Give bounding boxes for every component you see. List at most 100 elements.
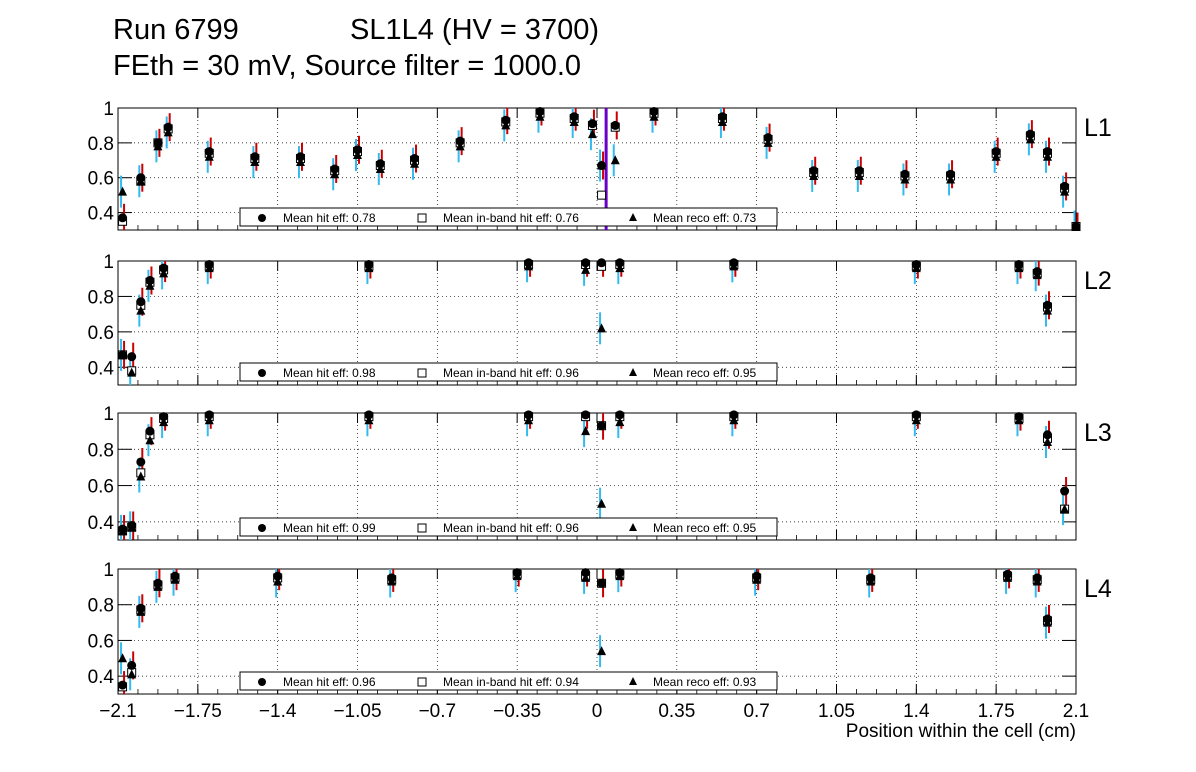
reco-marker <box>763 137 773 147</box>
hit-marker <box>900 169 910 179</box>
hit-marker <box>1042 430 1052 440</box>
legend-box <box>239 671 778 691</box>
hit-marker <box>729 410 739 420</box>
reco-marker <box>615 263 625 273</box>
y-tick-label: 0.4 <box>88 513 115 534</box>
legend-hit-marker <box>258 524 266 532</box>
panel-label: L4 <box>1084 575 1112 603</box>
reco-marker <box>387 576 397 586</box>
hit-marker <box>991 147 1001 157</box>
reco-marker <box>854 170 864 180</box>
reco-marker <box>946 174 956 184</box>
reco-marker <box>1014 263 1024 273</box>
reco-marker <box>597 646 607 656</box>
hit-marker <box>204 410 214 420</box>
hit-marker <box>615 410 625 420</box>
hit-marker <box>1060 181 1070 191</box>
x-tick-label: −1.75 <box>174 701 222 722</box>
hit-marker <box>295 152 305 162</box>
reco-marker <box>866 576 876 586</box>
hit-marker <box>597 258 607 268</box>
legend-box <box>239 207 778 227</box>
hit-marker <box>127 352 137 362</box>
reco-marker <box>153 141 163 151</box>
x-tick-label: 1.4 <box>903 701 930 722</box>
y-tick-label: 0.6 <box>88 631 114 652</box>
reco-marker <box>353 150 362 160</box>
hit-marker <box>763 133 773 143</box>
reco-marker <box>581 572 591 582</box>
x-tick-label: −1.4 <box>259 701 297 722</box>
reco-marker <box>127 522 137 532</box>
hit-marker <box>581 410 591 420</box>
legend: Mean hit eff: 0.98 Mean in-band hit eff: … <box>239 362 778 382</box>
reco-marker <box>991 151 1001 161</box>
hit-marker <box>1042 147 1052 157</box>
reco-marker <box>136 606 146 616</box>
y-tick-label: 1 <box>103 560 114 581</box>
y-tick-label: 0.4 <box>88 204 115 225</box>
reco-marker <box>1014 415 1024 425</box>
legend-inband-label: Mean in-band hit eff: 0.96 <box>443 366 579 380</box>
hit-marker <box>364 410 374 420</box>
hit-marker <box>145 426 155 436</box>
hit-marker <box>136 297 146 307</box>
hit-marker <box>597 421 607 431</box>
reco-marker <box>330 169 340 179</box>
reco-marker <box>911 263 921 273</box>
reco-marker <box>512 571 522 581</box>
hit-marker <box>597 578 607 588</box>
hit-marker <box>649 106 659 116</box>
legend-hit-marker <box>258 369 266 377</box>
hit-marker <box>717 112 727 122</box>
y-tick-label: 0.4 <box>88 358 115 379</box>
legend-inband-label: Mean in-band hit eff: 0.76 <box>443 211 579 225</box>
reco-marker <box>295 157 305 167</box>
hit-marker <box>615 258 625 268</box>
y-tick-label: 0.8 <box>88 134 114 155</box>
hit-marker <box>854 166 864 176</box>
panel-l3: 0.4 0.6 0.8 1 L3 Mean hit eff: 0.99 Mean in-ba… <box>88 404 1112 541</box>
reco-marker <box>1032 270 1042 280</box>
reco-marker <box>127 367 137 377</box>
reco-marker <box>364 415 374 425</box>
reco-marker <box>364 263 374 273</box>
legend-reco-marker <box>629 368 637 376</box>
reco-marker <box>1025 134 1035 144</box>
hit-marker <box>1042 300 1052 310</box>
hit-marker <box>535 106 545 116</box>
reco-marker <box>136 176 146 186</box>
hit-marker <box>911 410 921 420</box>
hit-marker <box>569 112 579 122</box>
y-tick-label: 1 <box>103 99 114 120</box>
panel-label: L2 <box>1084 267 1112 295</box>
reco-marker <box>1042 437 1052 447</box>
hit-marker <box>163 122 173 132</box>
hit-marker <box>410 154 420 164</box>
legend-box <box>239 362 778 382</box>
reco-marker <box>273 576 283 586</box>
legend: Mean hit eff: 0.96 Mean in-band hit eff: … <box>239 671 778 691</box>
hit-marker <box>610 120 620 130</box>
hit-marker <box>159 263 169 273</box>
hit-marker <box>581 258 591 268</box>
legend-reco-label: Mean reco eff: 0.95 <box>653 366 757 380</box>
legend-hit-marker <box>258 678 266 686</box>
hit-marker <box>145 275 155 285</box>
x-tick-label: 0.7 <box>743 701 769 722</box>
reco-marker <box>375 164 385 173</box>
y-tick-label: 0.8 <box>88 287 114 308</box>
legend-hit-label: Mean hit eff: 0.99 <box>283 521 376 535</box>
y-tick-label: 0.6 <box>88 323 114 344</box>
run-label: Run 6799 <box>113 14 239 46</box>
hit-marker <box>330 164 340 174</box>
reco-marker <box>597 323 607 333</box>
y-tick-label: 0.4 <box>88 667 115 688</box>
reco-marker <box>581 426 591 436</box>
reco-marker <box>455 141 465 151</box>
reco-marker <box>587 129 597 139</box>
panel-l1: 0.4 0.6 0.8 1 L1 Mean hit eff: 0.78 Mean in-ba… <box>88 99 1112 232</box>
reco-marker <box>118 349 128 359</box>
x-tick-label: −0.35 <box>493 701 541 722</box>
